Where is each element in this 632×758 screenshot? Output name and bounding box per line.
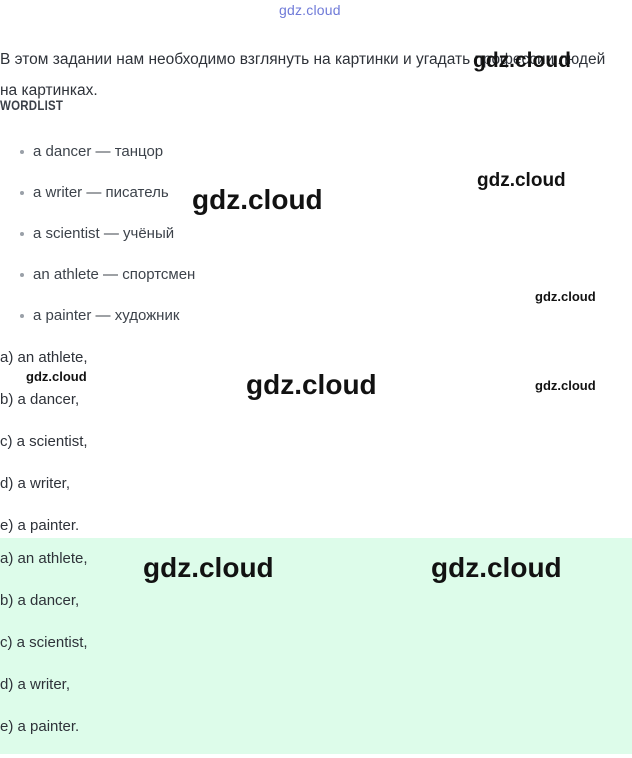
highlighted-answer-block xyxy=(0,538,632,754)
wordlist: a dancer — танцор a writer — писатель a sc… xyxy=(0,140,420,345)
watermark-wm-right-small-2: gdz.cloud xyxy=(535,378,596,393)
bullet-icon xyxy=(20,232,24,236)
wordlist-item: a scientist — учёный xyxy=(0,222,420,263)
wordlist-item-label: a writer — писатель xyxy=(33,184,169,201)
wordlist-item: a writer — писатель xyxy=(0,181,420,222)
answer-item: b) a dancer, xyxy=(0,391,80,408)
answer-item: a) an athlete, xyxy=(0,550,88,567)
bullet-icon xyxy=(20,150,24,154)
answer-item: b) a dancer, xyxy=(0,592,80,609)
wordlist-item-label: a scientist — учёный xyxy=(33,225,175,242)
wordlist-item: a dancer — танцор xyxy=(0,140,420,181)
task-description: В этом задании нам необходимо взглянуть … xyxy=(0,50,606,99)
answer-item: a) an athlete, xyxy=(0,349,88,366)
wordlist-item-label: a dancer — танцор xyxy=(33,143,164,160)
answer-item: c) a scientist, xyxy=(0,634,88,651)
wordlist-item: an athlete — спортсмен xyxy=(0,263,420,304)
bullet-icon xyxy=(20,314,24,318)
wordlist-item-label: an athlete — спортсмен xyxy=(33,266,196,283)
answer-item: e) a painter. xyxy=(0,517,80,534)
wordlist-heading: WORDLIST xyxy=(0,97,64,113)
answer-item: d) a writer, xyxy=(0,676,71,693)
watermark-wm-right-small-1: gdz.cloud xyxy=(535,289,596,304)
watermark-wm-right-upper: gdz.cloud xyxy=(477,170,566,191)
answer-item: d) a writer, xyxy=(0,475,71,492)
answer-item: e) a painter. xyxy=(0,718,80,735)
answer-list-plain: a) an athlete, b) a dancer, c) a scientist… xyxy=(0,347,300,557)
bullet-icon xyxy=(20,273,24,277)
answer-list-highlighted: a) an athlete, b) a dancer, c) a scientist… xyxy=(0,548,300,758)
wordlist-item-label: a painter — художник xyxy=(33,307,180,324)
bullet-icon xyxy=(20,191,24,195)
wordlist-item: a painter — художник xyxy=(0,304,420,345)
watermark-wm-header: gdz.cloud xyxy=(279,2,341,18)
answer-item: c) a scientist, xyxy=(0,433,88,450)
